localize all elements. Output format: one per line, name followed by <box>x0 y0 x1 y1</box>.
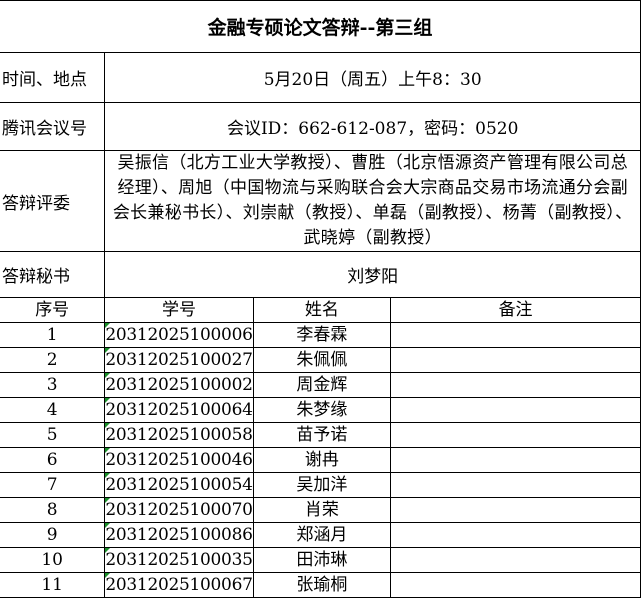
student-id-text: 20312025100067 <box>105 575 253 595</box>
row-name[interactable]: 朱梦缘 <box>252 397 392 423</box>
cell-comment-indicator-icon <box>105 373 111 378</box>
cell-comment-indicator-icon <box>105 473 111 478</box>
row-no[interactable]: 7 <box>0 472 106 498</box>
student-id-text: 20312025100064 <box>105 400 253 420</box>
cell-comment-indicator-icon <box>105 423 111 428</box>
cell-comment-indicator-icon <box>105 448 111 453</box>
row-name[interactable]: 田沛琳 <box>252 547 392 573</box>
row-remark[interactable] <box>390 447 641 473</box>
student-id-text: 20312025100027 <box>105 350 253 370</box>
row-student-id[interactable]: 20312025100086 <box>104 522 254 548</box>
secretary-label[interactable]: 答辩秘书 <box>0 251 106 298</box>
meeting-id-value[interactable]: 会议ID：662-612-087，密码：0520 <box>104 102 641 151</box>
table-row: 2 20312025100027 朱佩佩 <box>0 347 641 373</box>
row-name[interactable]: 苗予诺 <box>252 422 392 448</box>
row-remark[interactable] <box>390 572 641 598</box>
row-remark[interactable] <box>390 322 641 348</box>
row-name[interactable]: 谢冉 <box>252 447 392 473</box>
table-row: 5 20312025100058 苗予诺 <box>0 422 641 448</box>
row-remark[interactable] <box>390 372 641 398</box>
row-student-id[interactable]: 20312025100027 <box>104 347 254 373</box>
header-remark[interactable]: 备注 <box>390 297 641 323</box>
table-row: 1 20312025100006 李春霖 <box>0 322 641 348</box>
time-place-label[interactable]: 时间、地点 <box>0 52 106 103</box>
row-name[interactable]: 周金辉 <box>252 372 392 398</box>
sheet-title[interactable]: 金融专硕论文答辩--第三组 <box>0 0 641 53</box>
time-place-value[interactable]: 5月20日（周五）上午8：30 <box>104 52 641 103</box>
table-row: 11 20312025100067 张瑜桐 <box>0 572 641 598</box>
secretary-value[interactable]: 刘梦阳 <box>104 251 641 298</box>
student-id-text: 20312025100046 <box>105 450 253 470</box>
cell-comment-indicator-icon <box>105 348 111 353</box>
row-student-id[interactable]: 20312025100070 <box>104 497 254 523</box>
table-row: 3 20312025100002 周金辉 <box>0 372 641 398</box>
header-name[interactable]: 姓名 <box>252 297 392 323</box>
row-remark[interactable] <box>390 547 641 573</box>
table-row: 9 20312025100086 郑涵月 <box>0 522 641 548</box>
row-no[interactable]: 5 <box>0 422 106 448</box>
row-no[interactable]: 1 <box>0 322 106 348</box>
table-row: 4 20312025100064 朱梦缘 <box>0 397 641 423</box>
committee-label[interactable]: 答辩评委 <box>0 150 106 252</box>
meeting-id-label[interactable]: 腾讯会议号 <box>0 102 106 151</box>
header-student-id[interactable]: 学号 <box>104 297 254 323</box>
committee-value[interactable]: 吴振信（北方工业大学教授）、曹胜（北京悟源资产管理有限公司总经理）、周旭（中国物… <box>104 150 641 252</box>
cell-comment-indicator-icon <box>105 498 111 503</box>
header-no[interactable]: 序号 <box>0 297 106 323</box>
row-name[interactable]: 吴加洋 <box>252 472 392 498</box>
student-id-text: 20312025100054 <box>105 475 253 495</box>
cell-comment-indicator-icon <box>105 523 111 528</box>
table-row: 8 20312025100070 肖荣 <box>0 497 641 523</box>
row-remark[interactable] <box>390 522 641 548</box>
row-no[interactable]: 8 <box>0 497 106 523</box>
row-student-id[interactable]: 20312025100006 <box>104 322 254 348</box>
row-remark[interactable] <box>390 497 641 523</box>
row-name[interactable]: 郑涵月 <box>252 522 392 548</box>
row-student-id[interactable]: 20312025100064 <box>104 397 254 423</box>
row-student-id[interactable]: 20312025100054 <box>104 472 254 498</box>
row-student-id[interactable]: 20312025100002 <box>104 372 254 398</box>
row-name[interactable]: 张瑜桐 <box>252 572 392 598</box>
row-no[interactable]: 6 <box>0 447 106 473</box>
row-remark[interactable] <box>390 397 641 423</box>
student-id-text: 20312025100006 <box>105 325 253 345</box>
row-no[interactable]: 11 <box>0 572 106 598</box>
table-row: 6 20312025100046 谢冉 <box>0 447 641 473</box>
cell-comment-indicator-icon <box>105 573 111 578</box>
cell-comment-indicator-icon <box>105 548 111 553</box>
cell-comment-indicator-icon <box>105 398 111 403</box>
row-remark[interactable] <box>390 422 641 448</box>
cell-comment-indicator-icon <box>105 323 111 328</box>
row-name[interactable]: 肖荣 <box>252 497 392 523</box>
row-name[interactable]: 李春霖 <box>252 322 392 348</box>
student-id-text: 20312025100002 <box>105 375 253 395</box>
row-name[interactable]: 朱佩佩 <box>252 347 392 373</box>
row-no[interactable]: 10 <box>0 547 106 573</box>
student-id-text: 20312025100035 <box>105 550 253 570</box>
row-student-id[interactable]: 20312025100035 <box>104 547 254 573</box>
row-student-id[interactable]: 20312025100067 <box>104 572 254 598</box>
row-no[interactable]: 9 <box>0 522 106 548</box>
row-student-id[interactable]: 20312025100046 <box>104 447 254 473</box>
row-no[interactable]: 2 <box>0 347 106 373</box>
row-no[interactable]: 4 <box>0 397 106 423</box>
student-id-text: 20312025100058 <box>105 425 253 445</box>
row-remark[interactable] <box>390 347 641 373</box>
row-student-id[interactable]: 20312025100058 <box>104 422 254 448</box>
row-no[interactable]: 3 <box>0 372 106 398</box>
table-row: 7 20312025100054 吴加洋 <box>0 472 641 498</box>
table-row: 10 20312025100035 田沛琳 <box>0 547 641 573</box>
row-remark[interactable] <box>390 472 641 498</box>
student-id-text: 20312025100086 <box>105 525 253 545</box>
student-id-text: 20312025100070 <box>105 500 253 520</box>
